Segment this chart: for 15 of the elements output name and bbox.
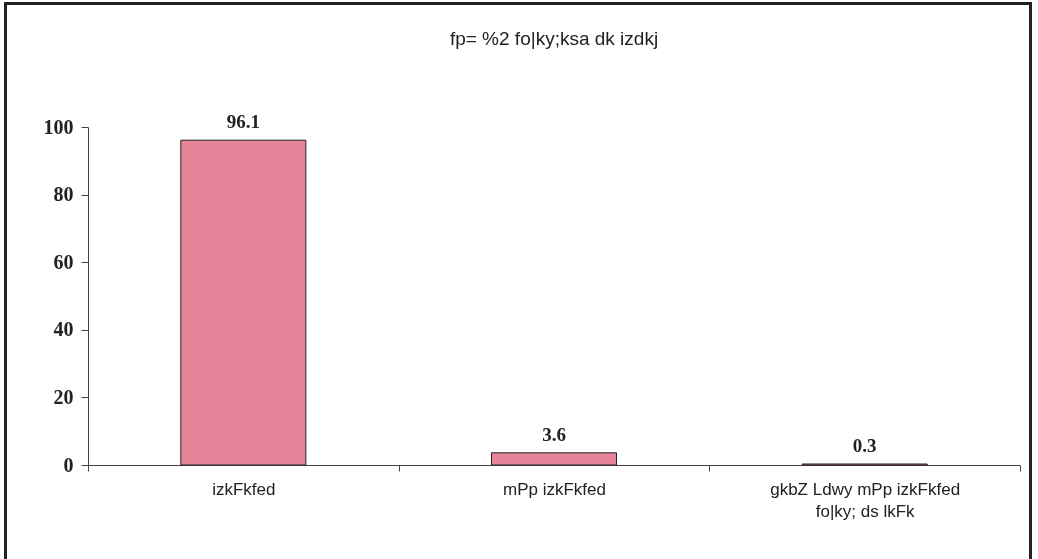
data-label: 0.3 (852, 434, 877, 456)
y-tick-label: 40 (53, 318, 74, 341)
y-tick-label: 100 (43, 115, 74, 138)
y-tick-label: 20 (53, 385, 74, 408)
bar (180, 139, 307, 466)
chart-title: fp= %2 fo|ky;ksa dk izdkj (449, 28, 659, 50)
y-tick-label: 80 (53, 183, 74, 206)
data-label: 96.1 (226, 111, 260, 133)
bar (491, 452, 617, 466)
x-tick-label: gkbZ Ldwy mPp izkFkfed fo|ky; ds lkFk (770, 479, 961, 521)
x-tick-label: izkFkfed (212, 479, 276, 499)
y-tick-label: 60 (53, 250, 74, 273)
y-tick-label: 0 (63, 453, 74, 476)
data-label: 3.6 (542, 423, 566, 445)
x-tick-label: mPp izkFkfed (503, 479, 606, 499)
